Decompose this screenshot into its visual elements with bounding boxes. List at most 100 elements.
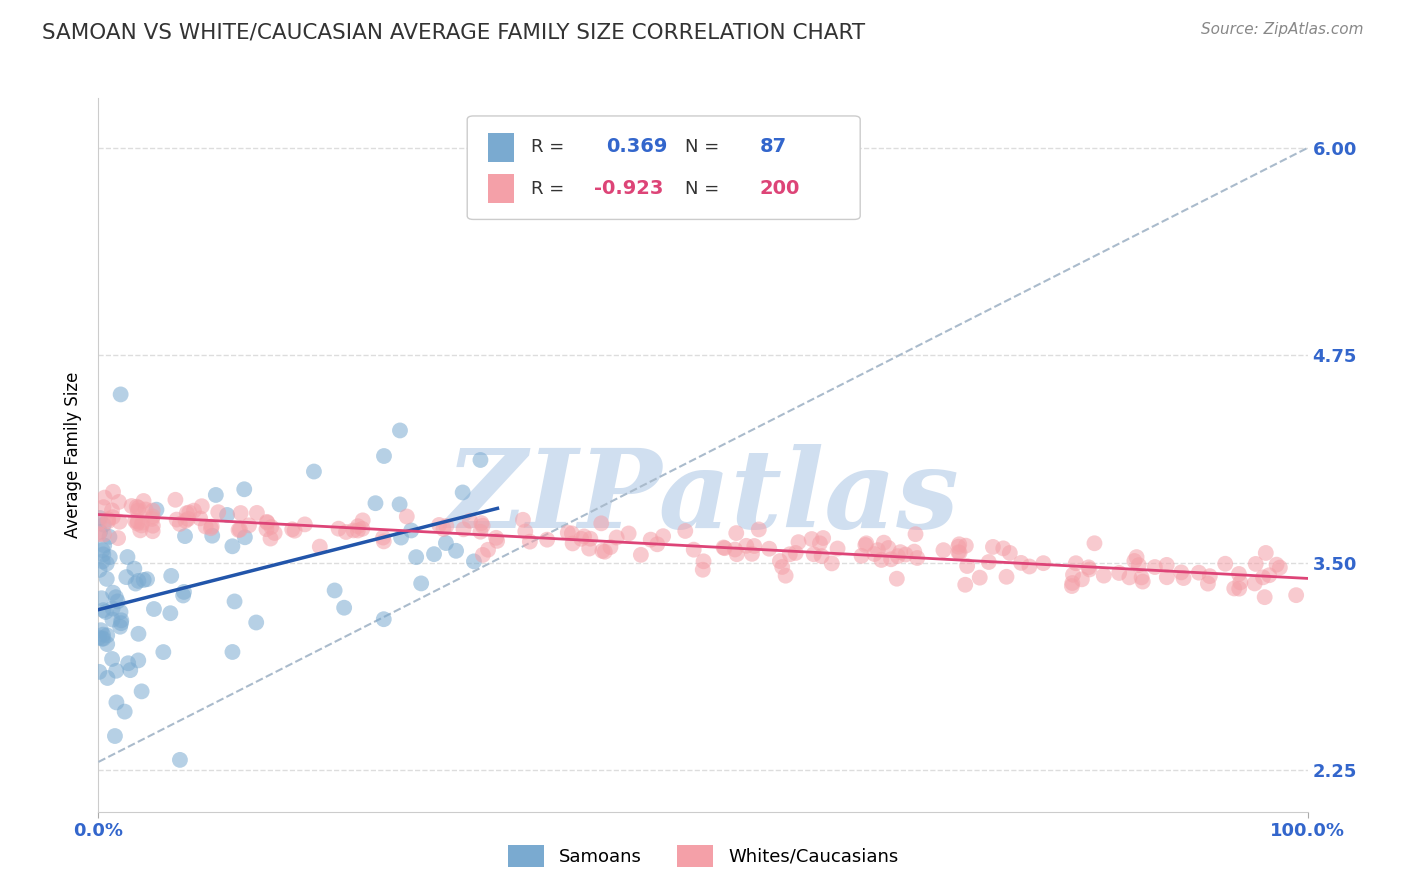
Point: [948, 537, 970, 551]
Point: [201, 529, 224, 543]
Point: [117, 657, 139, 671]
Point: [127, 515, 149, 529]
Point: [127, 516, 149, 531]
Text: 87: 87: [759, 137, 787, 156]
Point: [561, 526, 583, 541]
Point: [347, 524, 370, 538]
Text: -0.923: -0.923: [595, 179, 664, 198]
Point: [453, 522, 475, 536]
Point: [1213, 557, 1236, 571]
Point: [886, 572, 908, 586]
Point: [94, 605, 117, 619]
Point: [201, 519, 224, 533]
Point: [388, 497, 411, 511]
Point: [471, 518, 494, 533]
Point: [572, 529, 595, 543]
Point: [233, 530, 256, 544]
Legend: Samoans, Whites/Caucasians: Samoans, Whites/Caucasians: [501, 838, 905, 874]
Point: [93, 491, 115, 505]
Point: [725, 547, 748, 561]
Point: [107, 594, 129, 608]
Point: [373, 531, 395, 545]
Point: [1123, 554, 1146, 568]
Text: R =: R =: [531, 180, 571, 198]
Point: [617, 526, 640, 541]
Point: [1128, 558, 1150, 573]
Point: [246, 506, 269, 520]
Point: [1268, 560, 1291, 574]
Point: [169, 753, 191, 767]
Point: [1118, 570, 1140, 584]
Point: [145, 502, 167, 516]
Point: [294, 517, 316, 532]
Point: [742, 539, 765, 553]
Point: [108, 515, 131, 529]
Point: [108, 620, 131, 634]
Point: [1197, 576, 1219, 591]
Point: [101, 503, 124, 517]
Point: [238, 518, 260, 533]
Point: [873, 535, 896, 549]
Text: N =: N =: [685, 137, 725, 155]
Point: [245, 615, 267, 630]
Point: [87, 631, 110, 645]
Point: [135, 502, 157, 516]
Point: [977, 555, 1000, 569]
Point: [863, 547, 886, 561]
Point: [1143, 560, 1166, 574]
Point: [1130, 570, 1153, 584]
Point: [105, 695, 128, 709]
Point: [1243, 576, 1265, 591]
FancyBboxPatch shape: [488, 175, 515, 203]
Point: [800, 532, 823, 546]
Point: [557, 525, 579, 540]
Point: [993, 541, 1015, 556]
Point: [579, 532, 602, 546]
FancyBboxPatch shape: [467, 116, 860, 219]
Point: [91, 543, 114, 558]
Point: [89, 511, 111, 525]
Point: [1108, 566, 1130, 580]
Point: [124, 576, 146, 591]
Point: [108, 495, 131, 509]
Point: [233, 483, 256, 497]
Point: [591, 516, 613, 531]
Point: [432, 522, 454, 536]
Point: [87, 516, 110, 530]
Point: [121, 499, 143, 513]
Point: [1083, 536, 1105, 550]
Point: [775, 568, 797, 582]
Point: [200, 521, 222, 535]
Point: [599, 540, 621, 554]
Point: [1064, 556, 1087, 570]
Point: [142, 509, 165, 524]
Point: [101, 601, 124, 615]
Text: R =: R =: [531, 137, 571, 155]
Point: [955, 578, 977, 592]
Text: Source: ZipAtlas.com: Source: ZipAtlas.com: [1201, 22, 1364, 37]
Point: [132, 494, 155, 508]
Point: [1227, 582, 1250, 596]
Point: [1173, 571, 1195, 585]
Point: [1078, 562, 1101, 576]
Point: [399, 524, 422, 538]
Point: [114, 705, 136, 719]
Point: [101, 585, 124, 599]
Point: [955, 539, 977, 553]
Point: [427, 517, 450, 532]
Point: [512, 513, 534, 527]
Point: [956, 559, 979, 574]
Point: [221, 539, 243, 553]
Point: [725, 526, 748, 541]
Point: [125, 500, 148, 514]
Point: [591, 544, 613, 558]
Point: [183, 503, 205, 517]
Point: [981, 540, 1004, 554]
Point: [787, 535, 810, 549]
Point: [803, 547, 825, 561]
Point: [91, 554, 114, 568]
Point: [1062, 576, 1084, 591]
Point: [101, 484, 124, 499]
Point: [578, 541, 600, 556]
Point: [904, 527, 927, 541]
